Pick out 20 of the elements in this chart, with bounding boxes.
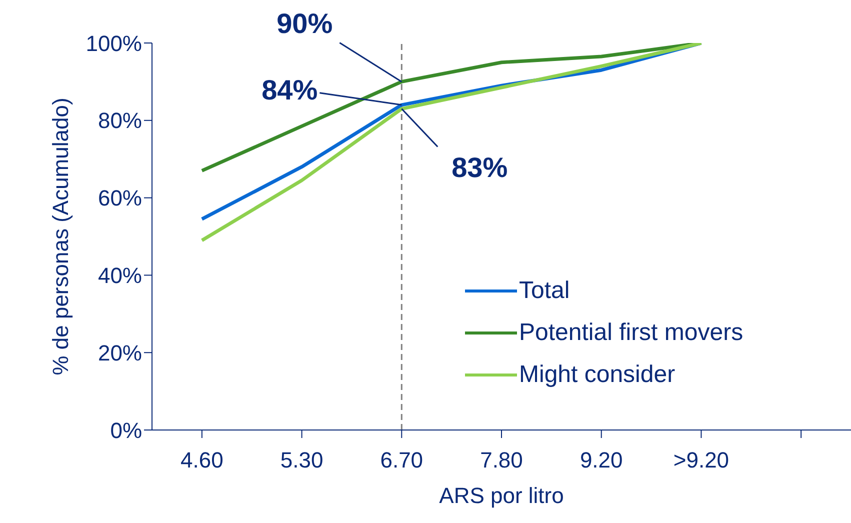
x-tick-label: 7.80 bbox=[480, 448, 523, 473]
legend-label: Might consider bbox=[519, 361, 676, 389]
legend-label: Total bbox=[519, 277, 570, 305]
annotation: 83% bbox=[452, 152, 508, 184]
x-axis-title: ARS por litro bbox=[439, 483, 564, 508]
y-tick-label: 60% bbox=[98, 186, 142, 211]
x-tick-label: >9.20 bbox=[673, 448, 730, 473]
x-tick-label: 9.20 bbox=[580, 448, 623, 473]
x-tick-label: 6.70 bbox=[380, 448, 424, 473]
y-tick-label: 20% bbox=[98, 340, 142, 366]
y-tick-label: 40% bbox=[98, 263, 142, 288]
y-tick-label: 0% bbox=[110, 418, 142, 443]
x-tick-label: 5.30 bbox=[280, 448, 324, 473]
y-tick-label: 80% bbox=[98, 108, 142, 134]
y-tick-label: 100% bbox=[86, 30, 142, 56]
annotation: 84% bbox=[262, 74, 318, 106]
x-tick-label: 4.60 bbox=[180, 448, 224, 473]
legend-label: Potential first movers bbox=[519, 319, 744, 347]
annotation: 90% bbox=[276, 8, 333, 40]
y-axis-title: % de personas (Acumulado) bbox=[48, 98, 73, 376]
